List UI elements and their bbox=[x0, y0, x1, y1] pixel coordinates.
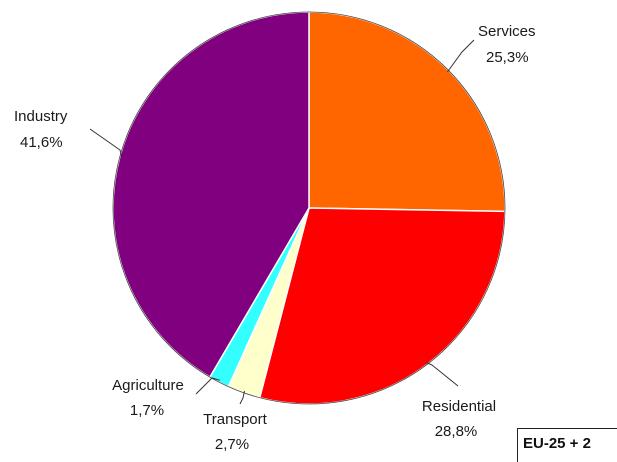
leader-line-transport bbox=[239, 390, 245, 405]
slice-label-transport: Transport bbox=[203, 411, 267, 428]
slice-value-services: 25,3% bbox=[486, 49, 529, 66]
slice-value-residential: 28,8% bbox=[435, 423, 478, 440]
pie-outline bbox=[112, 11, 506, 405]
slice-value-transport: 2,7% bbox=[215, 436, 249, 453]
slice-label-agriculture: Agriculture bbox=[112, 377, 184, 394]
slice-labels: Services 25,3% Industry 41,6% Residentia… bbox=[14, 23, 536, 453]
slice-label-residential: Residential bbox=[422, 398, 496, 415]
region-label: EU-25 + 2 bbox=[523, 435, 591, 452]
leader-line-industry bbox=[89, 128, 123, 158]
slice-label-industry: Industry bbox=[14, 108, 68, 125]
leader-line-residential bbox=[426, 362, 459, 387]
slice-label-services: Services bbox=[478, 23, 536, 40]
region-label-box: EU-25 + 2 bbox=[517, 428, 617, 462]
pie-slices bbox=[112, 11, 506, 405]
slice-value-agriculture: 1,7% bbox=[130, 402, 164, 419]
pie-slice-services bbox=[308, 11, 506, 213]
leader-line-agriculture bbox=[195, 377, 221, 395]
leader-line-services bbox=[446, 39, 475, 73]
slice-value-industry: 41,6% bbox=[20, 134, 63, 151]
leader-lines bbox=[89, 39, 475, 405]
